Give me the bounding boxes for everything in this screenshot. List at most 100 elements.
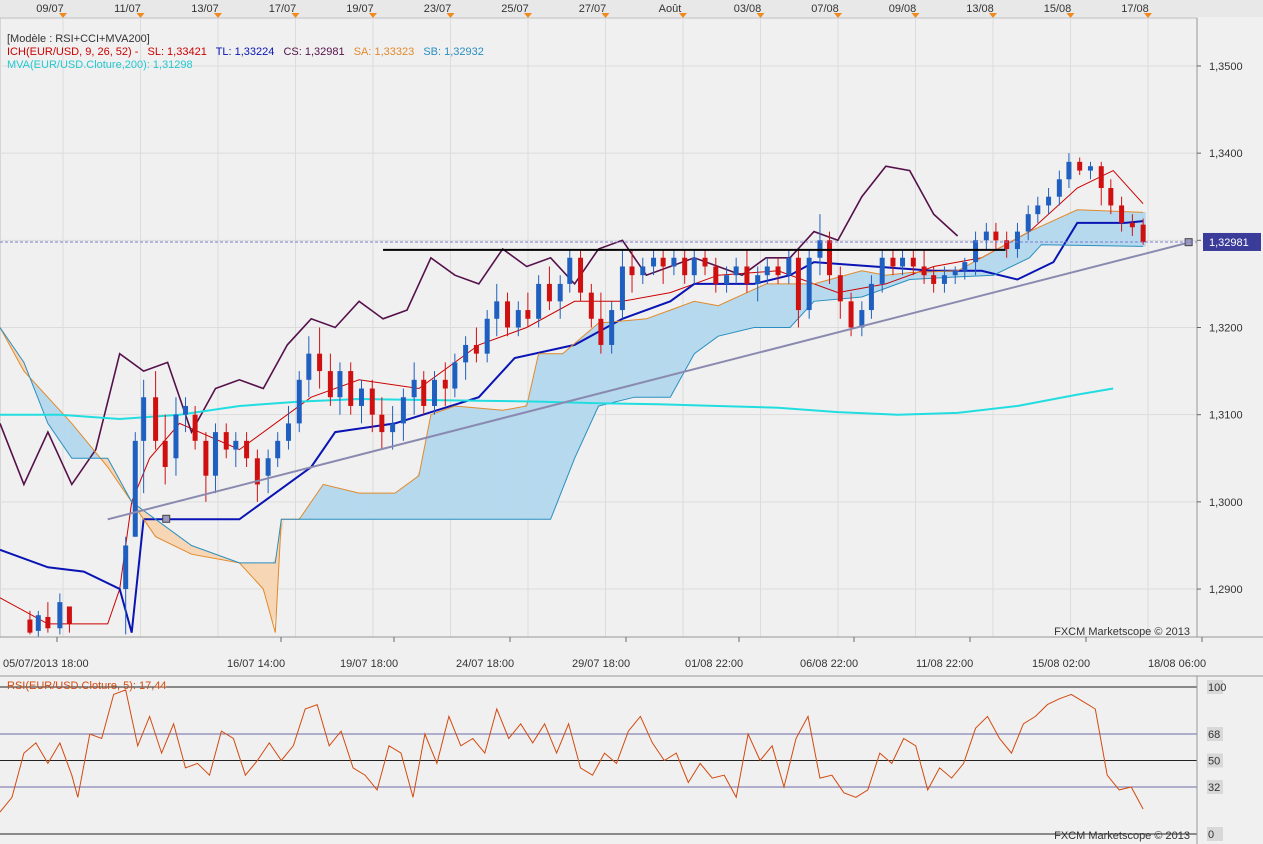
cloud-segment (861, 270, 866, 298)
cloud-segment (768, 283, 773, 328)
trend-line (107, 241, 1189, 521)
cloud-segment (800, 283, 805, 317)
cloud-segment (678, 305, 683, 383)
rsi-legend: RSI(EUR/USD.Cloture, 5): 17,44 (7, 680, 167, 692)
candle-body (1014, 231, 1020, 250)
cloud-segment (1077, 209, 1082, 246)
cloud-segment (455, 405, 460, 520)
cloud-segment (545, 353, 550, 520)
candle-body (173, 414, 179, 459)
cloud-segment (509, 408, 514, 520)
trend-line-handle (162, 514, 171, 523)
candle-body (505, 301, 511, 328)
cloud-segment (437, 410, 442, 520)
cloud-segment (1019, 234, 1024, 263)
cloud-segment (1048, 220, 1053, 246)
cloud-segment (64, 414, 69, 454)
cloud-segment (394, 490, 399, 520)
cloud-segment (1123, 211, 1128, 247)
top-date-marker (911, 13, 920, 18)
bottom-date-label: 05/07/2013 18:00 (3, 658, 89, 670)
candle-body (463, 344, 469, 363)
candle-body (651, 257, 657, 267)
candle-body (432, 379, 438, 406)
candle-body (640, 266, 646, 276)
candle-body (1046, 196, 1052, 206)
ma200-line (0, 387, 1114, 421)
cloud-segment (567, 345, 572, 477)
cloud-segment (405, 482, 410, 520)
candle-body (525, 310, 531, 319)
cloud-segment (376, 492, 381, 520)
cloud-segment (908, 272, 913, 281)
candle-body (358, 388, 364, 406)
main-watermark: FXCM Marketscope © 2013 (1054, 626, 1190, 638)
candle-body (775, 266, 781, 276)
cloud-segment (786, 283, 791, 328)
candle-body (910, 257, 916, 267)
price-axis-label: 1,3200 (1209, 323, 1243, 335)
cloud-segment (646, 317, 651, 398)
cloud-segment (549, 353, 554, 521)
candle-body (153, 397, 159, 441)
cloud-segment (531, 369, 536, 520)
top-date-marker (291, 13, 300, 18)
candle-body (629, 266, 635, 276)
cloud-segment (502, 409, 507, 520)
ichimoku-cs-value: CS: 1,32981 (283, 46, 345, 58)
top-date-label: 23/07 (424, 3, 452, 15)
cloud-segment (348, 490, 353, 520)
cloud-segment (520, 406, 525, 520)
cloud-segment (714, 304, 719, 340)
cloud-segment (926, 271, 931, 279)
bottom-date-label: 15/08 02:00 (1032, 658, 1090, 670)
candle-body (546, 283, 552, 302)
price-axis-label: 1,2900 (1209, 584, 1243, 596)
cloud-segment (696, 301, 701, 353)
candle-body (1025, 214, 1031, 232)
cloud-segment (865, 271, 870, 297)
candle-body (162, 440, 168, 467)
cloud-segment (480, 408, 486, 520)
cloud-segment (1080, 209, 1085, 246)
cloud-segment (445, 407, 450, 520)
candle-body (619, 266, 625, 311)
cloud-segment (441, 409, 446, 520)
cloud-segment (592, 324, 597, 420)
candle-body (348, 371, 354, 406)
rsi-level-label: 32 (1208, 782, 1220, 794)
candle-body (921, 266, 927, 276)
cloud-segment (771, 283, 776, 328)
cloud-segment (850, 272, 855, 299)
candle-body (962, 262, 968, 271)
candle-body (484, 318, 490, 354)
cloud-segment (685, 302, 690, 370)
cloud-segment (577, 336, 582, 451)
candle-body (786, 257, 792, 276)
candle-body (296, 379, 302, 424)
cloud-segment (757, 285, 762, 328)
cloud-segment (818, 281, 823, 302)
top-date-label: 19/07 (346, 3, 374, 15)
candle-body (337, 371, 343, 398)
top-date-marker (1144, 13, 1152, 18)
top-date-label: 25/07 (501, 3, 529, 15)
cloud-segment (538, 353, 543, 520)
cloud-segment (67, 418, 73, 460)
cloud-segment (937, 271, 942, 279)
rsi-level-label: 100 (1208, 682, 1226, 694)
cloud-segment (60, 410, 65, 449)
bottom-date-label: 16/07 14:00 (227, 658, 285, 670)
candle-body (567, 257, 573, 284)
candle-body (183, 405, 189, 415)
candle-body (223, 432, 229, 450)
candle-body (285, 423, 291, 441)
cloud-segment (857, 270, 863, 298)
cloud-segment (725, 300, 730, 335)
cloud-segment (369, 492, 374, 520)
candle-body (421, 379, 427, 406)
candle-body (306, 353, 312, 380)
candle-body (859, 310, 865, 328)
cloud-segment (585, 330, 590, 435)
candlesticks (27, 153, 1146, 637)
